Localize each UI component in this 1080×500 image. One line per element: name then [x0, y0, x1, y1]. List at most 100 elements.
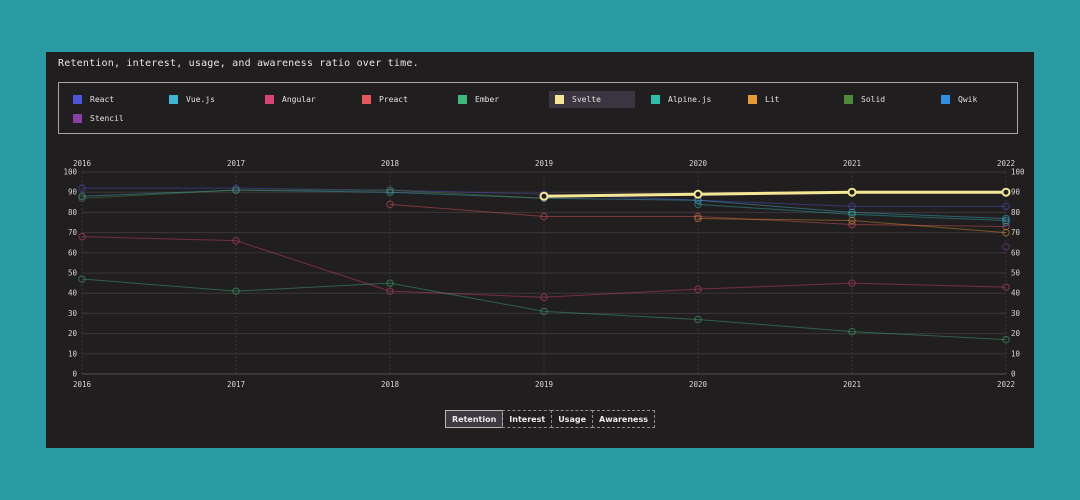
data-point-vue-js: [1002, 214, 1010, 223]
legend-item-alpine-js[interactable]: Alpine.js: [645, 91, 731, 108]
data-point-ember: [386, 279, 394, 287]
data-point-solid: [78, 194, 86, 202]
chart-panel: Retention, interest, usage, and awarenes…: [46, 52, 1034, 448]
data-point-ember: [694, 315, 702, 324]
data-point-qwik: [1002, 218, 1010, 227]
data-point-angular: [540, 293, 548, 301]
data-point-preact: [540, 212, 548, 221]
legend-label: Ember: [475, 95, 500, 104]
legend-swatch: [265, 95, 274, 104]
chart-subtitle: Retention, interest, usage, and awarenes…: [58, 58, 419, 69]
data-point-react: [78, 184, 86, 192]
legend-swatch: [844, 95, 853, 104]
x-tick-label-bottom: 2017: [227, 380, 245, 389]
legend: React Vue.js Angular Preact Ember Svelte Alpin…: [58, 82, 1018, 134]
data-point-lit: [848, 216, 856, 225]
data-point-ember: [78, 275, 86, 283]
legend-swatch: [169, 95, 178, 104]
legend-swatch: [458, 95, 467, 104]
legend-label: Stencil: [90, 114, 124, 123]
x-tick-label-bottom: 2020: [689, 380, 708, 389]
legend-item-vue-js[interactable]: Vue.js: [163, 91, 249, 108]
data-point-alpine-js: [694, 200, 702, 209]
legend-label: React: [90, 95, 115, 104]
data-point-ember: [1002, 335, 1010, 344]
legend-label: Solid: [861, 95, 886, 104]
data-point-vue-js: [848, 208, 856, 217]
tab-awareness[interactable]: Awareness: [592, 410, 655, 428]
legend-label: Vue.js: [186, 95, 215, 104]
data-point-solid: [232, 186, 240, 194]
y-tick-label-left: 20: [68, 329, 78, 338]
legend-label: Qwik: [958, 95, 978, 104]
x-tick-label-bottom: 2018: [381, 380, 400, 389]
y-tick-label-left: 60: [68, 248, 78, 257]
legend-item-svelte[interactable]: Svelte: [549, 91, 635, 108]
data-point-angular: [848, 279, 856, 287]
series-line-alpine-js: [697, 203, 1007, 221]
legend-swatch: [748, 95, 757, 104]
data-point-angular: [232, 236, 240, 245]
y-tick-label-right: 50: [1011, 269, 1021, 278]
data-point-svelte: [539, 191, 549, 201]
y-tick-label-left: 0: [72, 370, 77, 379]
data-point-angular: [694, 285, 702, 293]
x-tick-label-bottom: 2019: [535, 380, 553, 389]
data-point-lit: [1002, 228, 1010, 237]
legend-swatch: [73, 114, 82, 123]
legend-label: Svelte: [572, 95, 601, 104]
data-point-react: [232, 184, 240, 192]
y-tick-label-right: 60: [1011, 248, 1021, 257]
tab-interest[interactable]: Interest: [502, 410, 553, 428]
y-tick-label-left: 30: [68, 309, 78, 318]
data-point-vue-js: [386, 188, 394, 196]
x-tick-label-bottom: 2022: [997, 380, 1015, 389]
legend-swatch: [362, 95, 371, 104]
legend-item-react[interactable]: React: [67, 91, 153, 108]
legend-item-angular[interactable]: Angular: [259, 91, 345, 108]
data-point-preact: [386, 200, 394, 209]
tab-usage[interactable]: Usage: [551, 410, 593, 428]
data-point-stencil: [1002, 243, 1010, 251]
metric-tabs: Retention Interest Usage Awareness: [445, 410, 655, 428]
y-tick-label-right: 80: [1011, 208, 1021, 217]
legend-label: Alpine.js: [668, 95, 712, 104]
data-point-angular: [78, 232, 86, 241]
y-tick-label-right: 70: [1011, 228, 1021, 237]
y-tick-label-left: 90: [68, 188, 78, 197]
data-point-svelte: [847, 187, 857, 197]
data-point-ember: [232, 287, 240, 295]
data-point-ember: [540, 307, 548, 316]
legend-item-qwik[interactable]: Qwik: [935, 91, 1021, 108]
tab-retention[interactable]: Retention: [445, 410, 504, 428]
legend-item-lit[interactable]: Lit: [742, 91, 828, 108]
y-tick-label-left: 70: [68, 228, 78, 237]
legend-item-preact[interactable]: Preact: [356, 91, 442, 108]
legend-item-solid[interactable]: Solid: [838, 91, 924, 108]
x-tick-label-top: 2022: [997, 159, 1015, 168]
legend-swatch: [73, 95, 82, 104]
y-tick-label-right: 20: [1011, 329, 1021, 338]
data-point-svelte: [693, 189, 703, 199]
y-tick-label-left: 80: [68, 208, 78, 217]
y-tick-label-right: 30: [1011, 309, 1021, 318]
legend-item-ember[interactable]: Ember: [452, 91, 538, 108]
data-point-react: [1002, 202, 1010, 211]
series-line-lit: [697, 217, 1007, 234]
y-tick-label-right: 10: [1011, 349, 1021, 358]
x-tick-label-top: 2016: [73, 159, 92, 168]
legend-item-stencil[interactable]: Stencil: [67, 110, 153, 127]
x-tick-label-bottom: 2016: [73, 380, 92, 389]
y-tick-label-right: 40: [1011, 289, 1021, 298]
x-tick-label-top: 2017: [227, 159, 245, 168]
series-line-angular: [81, 236, 1007, 298]
y-tick-label-left: 100: [63, 168, 77, 177]
series-line-preact: [389, 203, 1007, 228]
x-tick-label-bottom: 2021: [843, 380, 861, 389]
y-tick-label-right: 0: [1011, 370, 1016, 379]
y-tick-label-right: 100: [1011, 168, 1025, 177]
legend-swatch: [651, 95, 660, 104]
legend-swatch: [555, 95, 564, 104]
x-tick-label-top: 2020: [689, 159, 708, 168]
